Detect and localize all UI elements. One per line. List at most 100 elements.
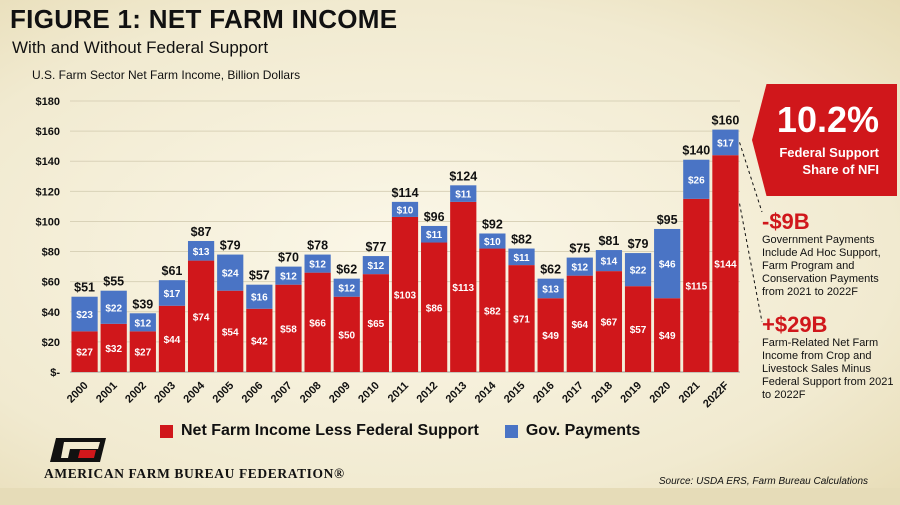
bar-net-farm-income bbox=[421, 242, 448, 372]
bar-net-farm-income bbox=[362, 274, 389, 372]
x-tick-label: 2018 bbox=[589, 380, 615, 406]
federal-share-callout: 10.2% Federal Support Share of NFI bbox=[752, 84, 897, 196]
data-label-total: $82 bbox=[511, 233, 532, 247]
data-label-gov-payments: $16 bbox=[251, 293, 268, 304]
x-tick-label: 2012 bbox=[414, 380, 440, 406]
data-label-total: $70 bbox=[278, 251, 299, 265]
bar-gov-payments bbox=[683, 159, 710, 199]
y-tick-label: $40 bbox=[42, 307, 60, 319]
connector-gov-change bbox=[739, 142, 763, 213]
legend-swatch-red bbox=[160, 424, 173, 438]
data-label-total: $79 bbox=[628, 237, 649, 251]
bar-net-farm-income bbox=[333, 296, 360, 372]
data-label-gov-payments: $12 bbox=[368, 261, 385, 272]
federal-share-value: 10.2% bbox=[776, 99, 879, 140]
data-label-total: $51 bbox=[74, 281, 95, 295]
bar-gov-payments bbox=[421, 225, 448, 243]
legend: Net Farm Income Less Federal Support Gov… bbox=[160, 422, 640, 440]
data-label-total: $124 bbox=[449, 169, 477, 183]
bar-gov-payments bbox=[508, 248, 535, 266]
data-label-net-farm-income: $67 bbox=[601, 318, 618, 329]
data-label-net-farm-income: $32 bbox=[105, 344, 122, 355]
data-label-total: $92 bbox=[482, 217, 503, 231]
x-tick-label: 2013 bbox=[444, 380, 470, 406]
federal-share-label-line2: Share of NFI bbox=[802, 162, 879, 177]
data-label-total: $75 bbox=[569, 242, 590, 256]
data-label-net-farm-income: $27 bbox=[134, 348, 151, 359]
bar-gov-payments bbox=[712, 129, 739, 156]
data-label-net-farm-income: $49 bbox=[659, 331, 676, 342]
data-label-gov-payments: $10 bbox=[484, 237, 501, 248]
data-label-total: $77 bbox=[365, 240, 386, 254]
x-tick-label: 2004 bbox=[181, 379, 207, 405]
data-label-net-farm-income: $74 bbox=[193, 312, 210, 323]
y-tick-label: $160 bbox=[36, 126, 60, 138]
bar-gov-payments bbox=[158, 280, 186, 306]
data-label-gov-payments: $26 bbox=[688, 175, 705, 186]
data-label-gov-payments: $46 bbox=[659, 260, 676, 271]
bar-net-farm-income bbox=[450, 201, 477, 372]
data-label-total: $140 bbox=[682, 144, 710, 158]
legend-item-gov-payments: Gov. Payments bbox=[504, 422, 641, 440]
data-label-net-farm-income: $66 bbox=[309, 318, 326, 329]
x-tick-label: 2020 bbox=[647, 380, 673, 406]
bar-net-farm-income bbox=[712, 155, 739, 372]
data-label-net-farm-income: $54 bbox=[222, 327, 239, 338]
y-tick-label: $80 bbox=[42, 247, 60, 259]
data-label-total: $95 bbox=[657, 213, 678, 227]
data-label-total: $87 bbox=[191, 225, 212, 239]
connector-farm-change bbox=[739, 203, 763, 323]
data-label-total: $57 bbox=[249, 269, 270, 283]
data-label-gov-payments: $17 bbox=[717, 138, 734, 149]
data-label-total: $55 bbox=[103, 275, 124, 289]
bar-net-farm-income bbox=[129, 331, 156, 372]
data-label-gov-payments: $12 bbox=[280, 272, 297, 283]
bar-gov-payments bbox=[624, 253, 652, 287]
legend-swatch-blue bbox=[504, 424, 518, 438]
data-label-gov-payments: $14 bbox=[601, 257, 618, 268]
data-label-gov-payments: $12 bbox=[134, 318, 151, 329]
bar-net-farm-income bbox=[566, 275, 593, 372]
data-label-total: $39 bbox=[132, 297, 153, 311]
data-label-gov-payments: $23 bbox=[76, 310, 93, 321]
x-tick-label: 2010 bbox=[356, 380, 382, 406]
data-label-total: $96 bbox=[424, 210, 445, 224]
bar-net-farm-income bbox=[275, 284, 302, 372]
data-label-net-farm-income: $57 bbox=[630, 325, 647, 336]
bar-gov-payments bbox=[450, 185, 477, 202]
x-tick-label: 2015 bbox=[502, 380, 528, 406]
legend-label-net-farm-income: Net Farm Income Less Federal Support bbox=[181, 422, 479, 439]
data-label-gov-payments: $13 bbox=[542, 284, 559, 295]
data-label-net-farm-income: $49 bbox=[542, 331, 559, 342]
y-tick-label: $180 bbox=[36, 96, 60, 108]
bar-gov-payments bbox=[100, 290, 127, 324]
data-label-total: $81 bbox=[598, 234, 619, 248]
data-label-total: $61 bbox=[162, 264, 183, 278]
bar-gov-payments bbox=[595, 250, 623, 272]
data-label-gov-payments: $13 bbox=[193, 247, 210, 258]
data-label-net-farm-income: $86 bbox=[426, 303, 443, 314]
bar-gov-payments bbox=[654, 228, 681, 299]
x-tick-label: 2011 bbox=[386, 380, 411, 405]
data-label-net-farm-income: $27 bbox=[76, 348, 93, 359]
bar-net-farm-income bbox=[71, 331, 98, 372]
bar-net-farm-income bbox=[479, 248, 506, 372]
bar-net-farm-income bbox=[595, 271, 623, 372]
data-label-gov-payments: $22 bbox=[630, 266, 647, 277]
bar-net-farm-income bbox=[508, 265, 535, 372]
source-note: Source: USDA ERS, Farm Bureau Calculatio… bbox=[658, 476, 868, 487]
bar-net-farm-income bbox=[683, 198, 710, 372]
data-label-net-farm-income: $64 bbox=[571, 320, 588, 331]
x-tick-label: 2009 bbox=[327, 380, 353, 406]
bar-net-farm-income bbox=[304, 272, 331, 372]
data-label-total: $160 bbox=[712, 114, 740, 128]
y-tick-label: $20 bbox=[42, 337, 60, 349]
x-tick-label: 2000 bbox=[65, 380, 91, 406]
x-tick-label: 2008 bbox=[298, 380, 324, 406]
data-label-gov-payments: $11 bbox=[426, 230, 443, 241]
bar-gov-payments bbox=[566, 257, 593, 276]
chart-title: FIGURE 1: NET FARM INCOME bbox=[10, 4, 398, 34]
legend-label-gov-payments: Gov. Payments bbox=[525, 422, 641, 439]
data-label-total: $62 bbox=[336, 263, 357, 277]
y-tick-label: $60 bbox=[42, 277, 60, 289]
